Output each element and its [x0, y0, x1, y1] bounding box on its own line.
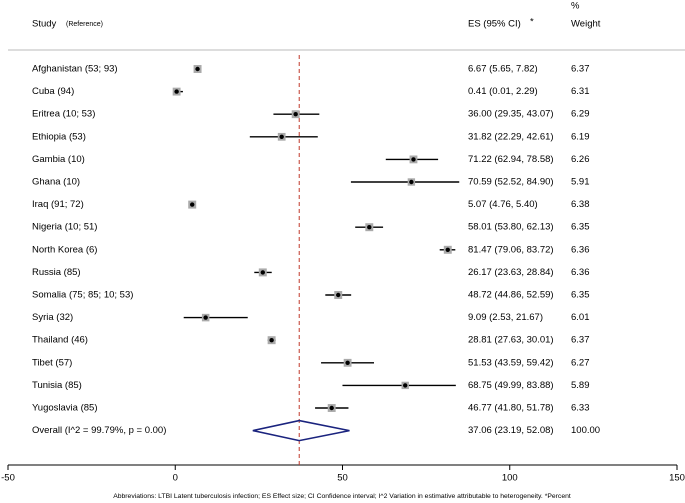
es-point [409, 179, 414, 185]
es-point [203, 315, 208, 320]
x-tick-label: 150 [669, 473, 685, 484]
es-point [403, 383, 408, 388]
weight-label: 6.27 [571, 357, 590, 368]
es-label: 31.82 (22.29, 42.61) [468, 131, 554, 142]
study-label: Yugoslavia (85) [32, 403, 97, 414]
weight-header: Weight [571, 19, 601, 30]
x-tick-label: 100 [502, 473, 518, 484]
x-tick-label: 50 [337, 473, 348, 484]
es-label: 81.47 (79.06, 83.72) [468, 244, 554, 255]
weight-label: 6.29 [571, 109, 590, 120]
es-label: 51.53 (43.59, 59.42) [468, 357, 554, 368]
weight-label: 6.36 [571, 267, 590, 278]
study-header: Study [32, 19, 57, 30]
weight-header-top: % [571, 1, 580, 12]
es-point [367, 225, 372, 230]
weight-label: 5.89 [571, 380, 590, 391]
es-point [195, 66, 200, 72]
weight-label: 5.91 [571, 177, 590, 188]
weight-label: 6.01 [571, 312, 590, 323]
study-label: Iraq (91; 72) [32, 199, 84, 210]
es-label: 58.01 (53.80, 62.13) [468, 222, 554, 233]
es-point [345, 360, 350, 365]
study-label: North Korea (6) [32, 244, 97, 255]
weight-label: 6.19 [571, 131, 590, 142]
study-label: Tunisia (85) [32, 380, 82, 391]
weight-label: 6.35 [571, 222, 590, 233]
study-label: Thailand (46) [32, 335, 88, 346]
weight-label: 6.37 [571, 335, 590, 346]
es-point [269, 338, 274, 343]
study-label: Tibet (57) [32, 357, 72, 368]
x-tick-label: 0 [173, 473, 178, 484]
es-label: 9.09 (2.53, 21.67) [468, 312, 543, 323]
es-label: 36.00 (29.35, 43.07) [468, 109, 554, 120]
study-label: Gambia (10) [32, 154, 85, 165]
weight-label: 6.36 [571, 244, 590, 255]
es-point [336, 292, 341, 298]
es-label: 26.17 (23.63, 28.84) [468, 267, 554, 278]
es-point [293, 112, 298, 117]
study-label: Afghanistan (53; 93) [32, 64, 118, 75]
es-label: 70.59 (52.52, 84.90) [468, 177, 554, 188]
es-label: 46.77 (41.80, 51.78) [468, 403, 554, 414]
footnote: Abbreviations: LTBI Latent tuberculosis … [113, 493, 571, 500]
es-point [329, 405, 334, 411]
overall-label: Overall (I^2 = 99.79%, p = 0.00) [32, 425, 166, 436]
weight-label: 6.38 [571, 199, 590, 210]
weight-label: 6.31 [571, 86, 590, 97]
weight-label: 6.26 [571, 154, 590, 165]
study-label: Somalia (75; 85; 10; 53) [32, 290, 133, 301]
es-point [279, 134, 284, 139]
es-header: ES (95% CI) [468, 19, 521, 30]
es-point [260, 270, 265, 275]
study-label: Syria (32) [32, 312, 73, 323]
overall-es-label: 37.06 (23.19, 52.08) [468, 425, 554, 436]
es-label: 5.07 (4.76, 5.40) [468, 199, 538, 210]
es-point [445, 247, 450, 252]
es-label: 6.67 (5.65, 7.82) [468, 64, 538, 75]
es-point [174, 89, 179, 94]
weight-label: 6.37 [571, 64, 590, 75]
study-label: Nigeria (10; 51) [32, 222, 97, 233]
es-point [190, 202, 195, 207]
es-label: 0.41 (0.01, 2.29) [468, 86, 538, 97]
es-label: 68.75 (49.99, 83.88) [468, 380, 554, 391]
overall-diamond [252, 419, 350, 442]
es-point [411, 157, 416, 162]
study-label: Ethiopia (53) [32, 131, 86, 142]
x-tick-label: -50 [1, 473, 15, 484]
overall-weight: 100.00 [571, 425, 600, 436]
study-label: Ghana (10) [32, 177, 80, 188]
reference-header: (Reference) [66, 21, 103, 28]
weight-label: 6.33 [571, 403, 590, 414]
es-label: 28.81 (27.63, 30.01) [468, 335, 554, 346]
study-label: Cuba (94) [32, 86, 74, 97]
es-label: 48.72 (44.86, 52.59) [468, 290, 554, 301]
study-label: Eritrea (10; 53) [32, 109, 95, 120]
weight-label: 6.35 [571, 290, 590, 301]
study-label: Russia (85) [32, 267, 81, 278]
es-label: 71.22 (62.94, 78.58) [468, 154, 554, 165]
es-header-marker: * [530, 17, 534, 28]
